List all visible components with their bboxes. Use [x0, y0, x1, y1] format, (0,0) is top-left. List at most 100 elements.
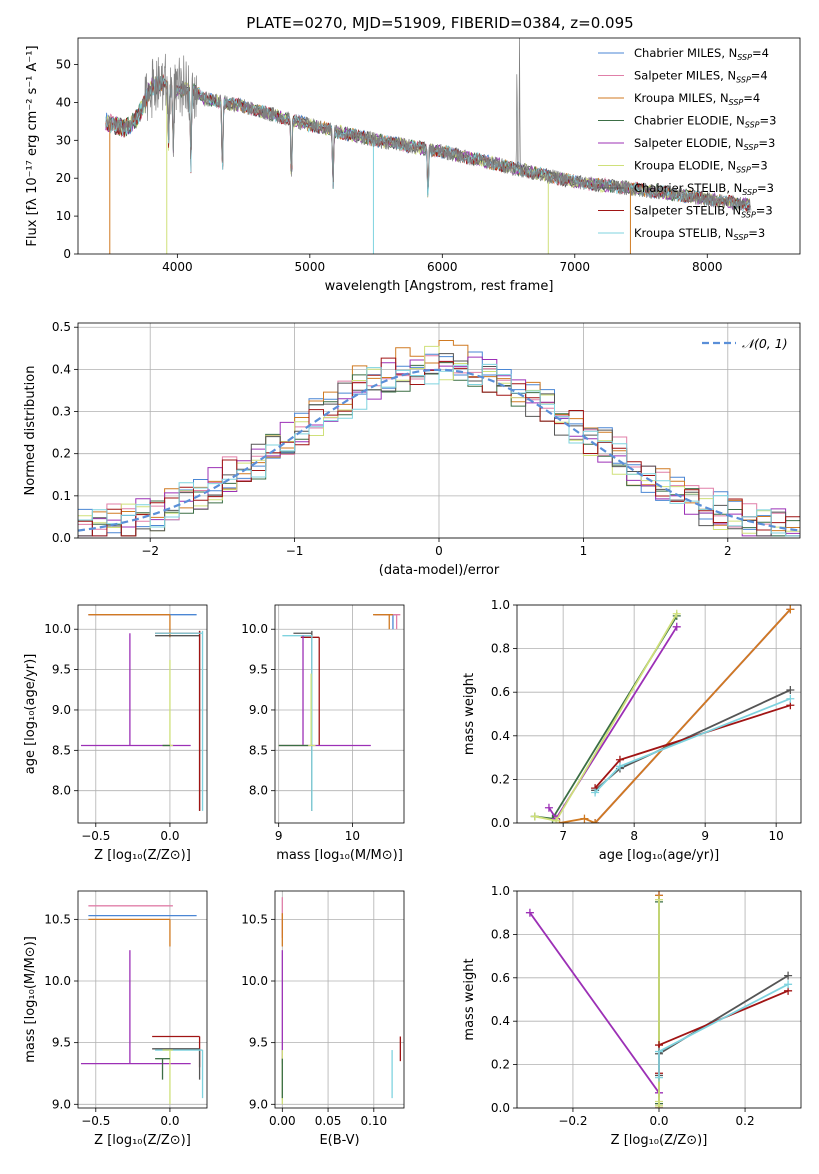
plus-marker: [655, 1097, 663, 1106]
plot-area: [105, 38, 752, 254]
y-tick-label: 8.5: [249, 743, 268, 757]
plot-spectrum: 4000 5000 6000 7000 8000 0 10 20 30 40 50 wavelengt…: [25, 37, 801, 294]
x-axis-label: Z [log₁₀(Z/Z⊙)]: [611, 1133, 708, 1148]
y-axis-label: Normed distribution: [23, 366, 38, 496]
axes-frame: [516, 604, 802, 824]
legend-suffix: =3: [748, 226, 765, 240]
plus-marker: [786, 694, 795, 703]
mass-weight-line: [534, 613, 678, 822]
legend-entry: Chabrier ELODIE, NSSP=3: [634, 114, 776, 130]
x-tick-label: 9: [275, 829, 283, 843]
mass-weight-line: [658, 989, 789, 1074]
x-axis-label: Z [log₁₀(Z/Z⊙)]: [94, 848, 191, 863]
y-tick-label: 8.0: [249, 784, 268, 798]
x-tick-label: 7: [559, 829, 567, 843]
x-axis-label: Z [log₁₀(Z/Z⊙)]: [94, 1133, 191, 1148]
legend-entry: Chabrier MILES, NSSP=4: [634, 46, 769, 62]
x-tick-label: −0.2: [558, 1114, 587, 1128]
normal-curve: [78, 368, 800, 532]
y-tick-label: 9.5: [52, 1036, 71, 1050]
y-tick-label: 0.1: [52, 489, 71, 503]
legend-label: Salpeter STELIB, N: [634, 204, 741, 218]
y-tick-label: 8.0: [52, 784, 71, 798]
y-tick-label: 0.3: [52, 405, 71, 419]
y-axis-label: age [log₁₀(age/yr)]: [23, 654, 38, 775]
legend-suffix: =4: [743, 91, 760, 105]
y-tick-label: 9.0: [52, 703, 71, 717]
x-tick-label: 0.2: [736, 1114, 755, 1128]
legend-subscript: SSP: [736, 166, 751, 175]
plus-marker: [672, 609, 681, 618]
legend-subscript: SSP: [737, 53, 752, 62]
y-axis-label: Flux [fλ 10⁻¹⁷ erg cm⁻² s⁻¹ A⁻¹]: [25, 45, 40, 246]
y-tick-label: 20: [56, 171, 71, 185]
legend-label: Chabrier MILES, N: [634, 46, 737, 60]
y-tick-label: 10.0: [44, 622, 71, 636]
y-tick-label: 9.0: [249, 1097, 268, 1111]
x-tick-label: −0.5: [81, 1114, 110, 1128]
x-axis-label: (data-model)/error: [379, 563, 500, 578]
plot-area: [80, 905, 204, 1105]
legend-entry: Salpeter ELODIE, NSSP=3: [634, 136, 775, 152]
y-tick-label: 40: [56, 95, 71, 109]
plus-marker: [655, 895, 663, 904]
x-axis-label: wavelength [Angstrom, rest frame]: [325, 279, 554, 294]
x-tick-label: 8: [630, 829, 638, 843]
figure-title: PLATE=0270, MJD=51909, FIBERID=0384, z=0…: [246, 14, 633, 32]
x-tick-label: 7000: [560, 260, 591, 274]
plus-marker: [655, 1073, 663, 1082]
x-axis-label: age [log₁₀(age/yr)]: [599, 848, 720, 863]
y-tick-label: 0: [63, 247, 71, 261]
x-tick-label: 5000: [295, 260, 326, 274]
axes-frame: [516, 890, 802, 1109]
y-tick-label: 0.2: [491, 772, 510, 786]
y-tick-label: 10.0: [44, 974, 71, 988]
y-tick-label: 0.6: [491, 685, 510, 699]
plus-marker: [525, 908, 534, 917]
data-spectrum-line: [105, 38, 752, 211]
plus-marker: [786, 605, 795, 614]
plus-marker: [580, 814, 589, 823]
legend-subscript: SSP: [736, 76, 751, 85]
legend-entry: 𝒩(0, 1): [742, 336, 788, 351]
x-tick-label: 6000: [427, 260, 458, 274]
x-tick-label: −1: [286, 544, 304, 558]
plot-area: [281, 897, 401, 1105]
y-tick-label: 10: [56, 209, 71, 223]
y-tick-label: 10.5: [44, 912, 71, 926]
y-tick-label: 9.0: [249, 703, 268, 717]
legend-suffix: =3: [760, 114, 777, 128]
plot-area: [525, 891, 793, 1108]
y-tick-label: 9.5: [52, 663, 71, 677]
y-tick-label: 8.5: [52, 743, 71, 757]
x-tick-label: −2: [141, 544, 159, 558]
plot-area: [80, 614, 204, 811]
mass-weight-line: [658, 974, 789, 1076]
legend-suffix: =3: [751, 159, 768, 173]
legend-subscript: SSP: [745, 121, 760, 130]
x-axis-label: E(B-V): [319, 1133, 359, 1148]
y-tick-label: 1.0: [491, 598, 510, 612]
y-axis-label: mass weight: [462, 673, 477, 755]
histogram-series: [78, 345, 800, 534]
x-tick-label: 0.00: [269, 1114, 296, 1128]
plus-marker: [784, 980, 793, 989]
y-tick-label: 50: [56, 58, 71, 72]
plot-residual_hist: −2 −1 0 1 2 0.0 0.1 0.2 0.3 0.4 0.5 (data-model)/er…: [23, 320, 801, 578]
legend-entry: Kroupa MILES, NSSP=4: [634, 91, 760, 107]
plot-area: [78, 340, 800, 537]
plus-marker: [591, 788, 600, 797]
legend-suffix: =4: [752, 46, 769, 60]
y-tick-label: 30: [56, 133, 71, 147]
x-tick-label: 10: [769, 829, 784, 843]
plus-marker: [786, 686, 795, 695]
y-tick-label: 0.4: [52, 362, 71, 376]
y-tick-label: 10.5: [241, 912, 268, 926]
legend-subscript: SSP: [734, 233, 749, 242]
legend-label: Chabrier STELIB, N: [634, 181, 742, 195]
plot-age_vs_mass: 9 10 8.0 8.5 9.0 9.5 10.0 mass [log₁₀(M/M⊙)]: [241, 604, 405, 863]
plot-age_vs_Z: −0.5 0.0 8.0 8.5 9.0 9.5 10.0 Z [log₁₀(Z/Z⊙)] ag…: [23, 604, 208, 863]
plot-area: [530, 605, 795, 823]
x-tick-label: 0.0: [160, 1114, 179, 1128]
